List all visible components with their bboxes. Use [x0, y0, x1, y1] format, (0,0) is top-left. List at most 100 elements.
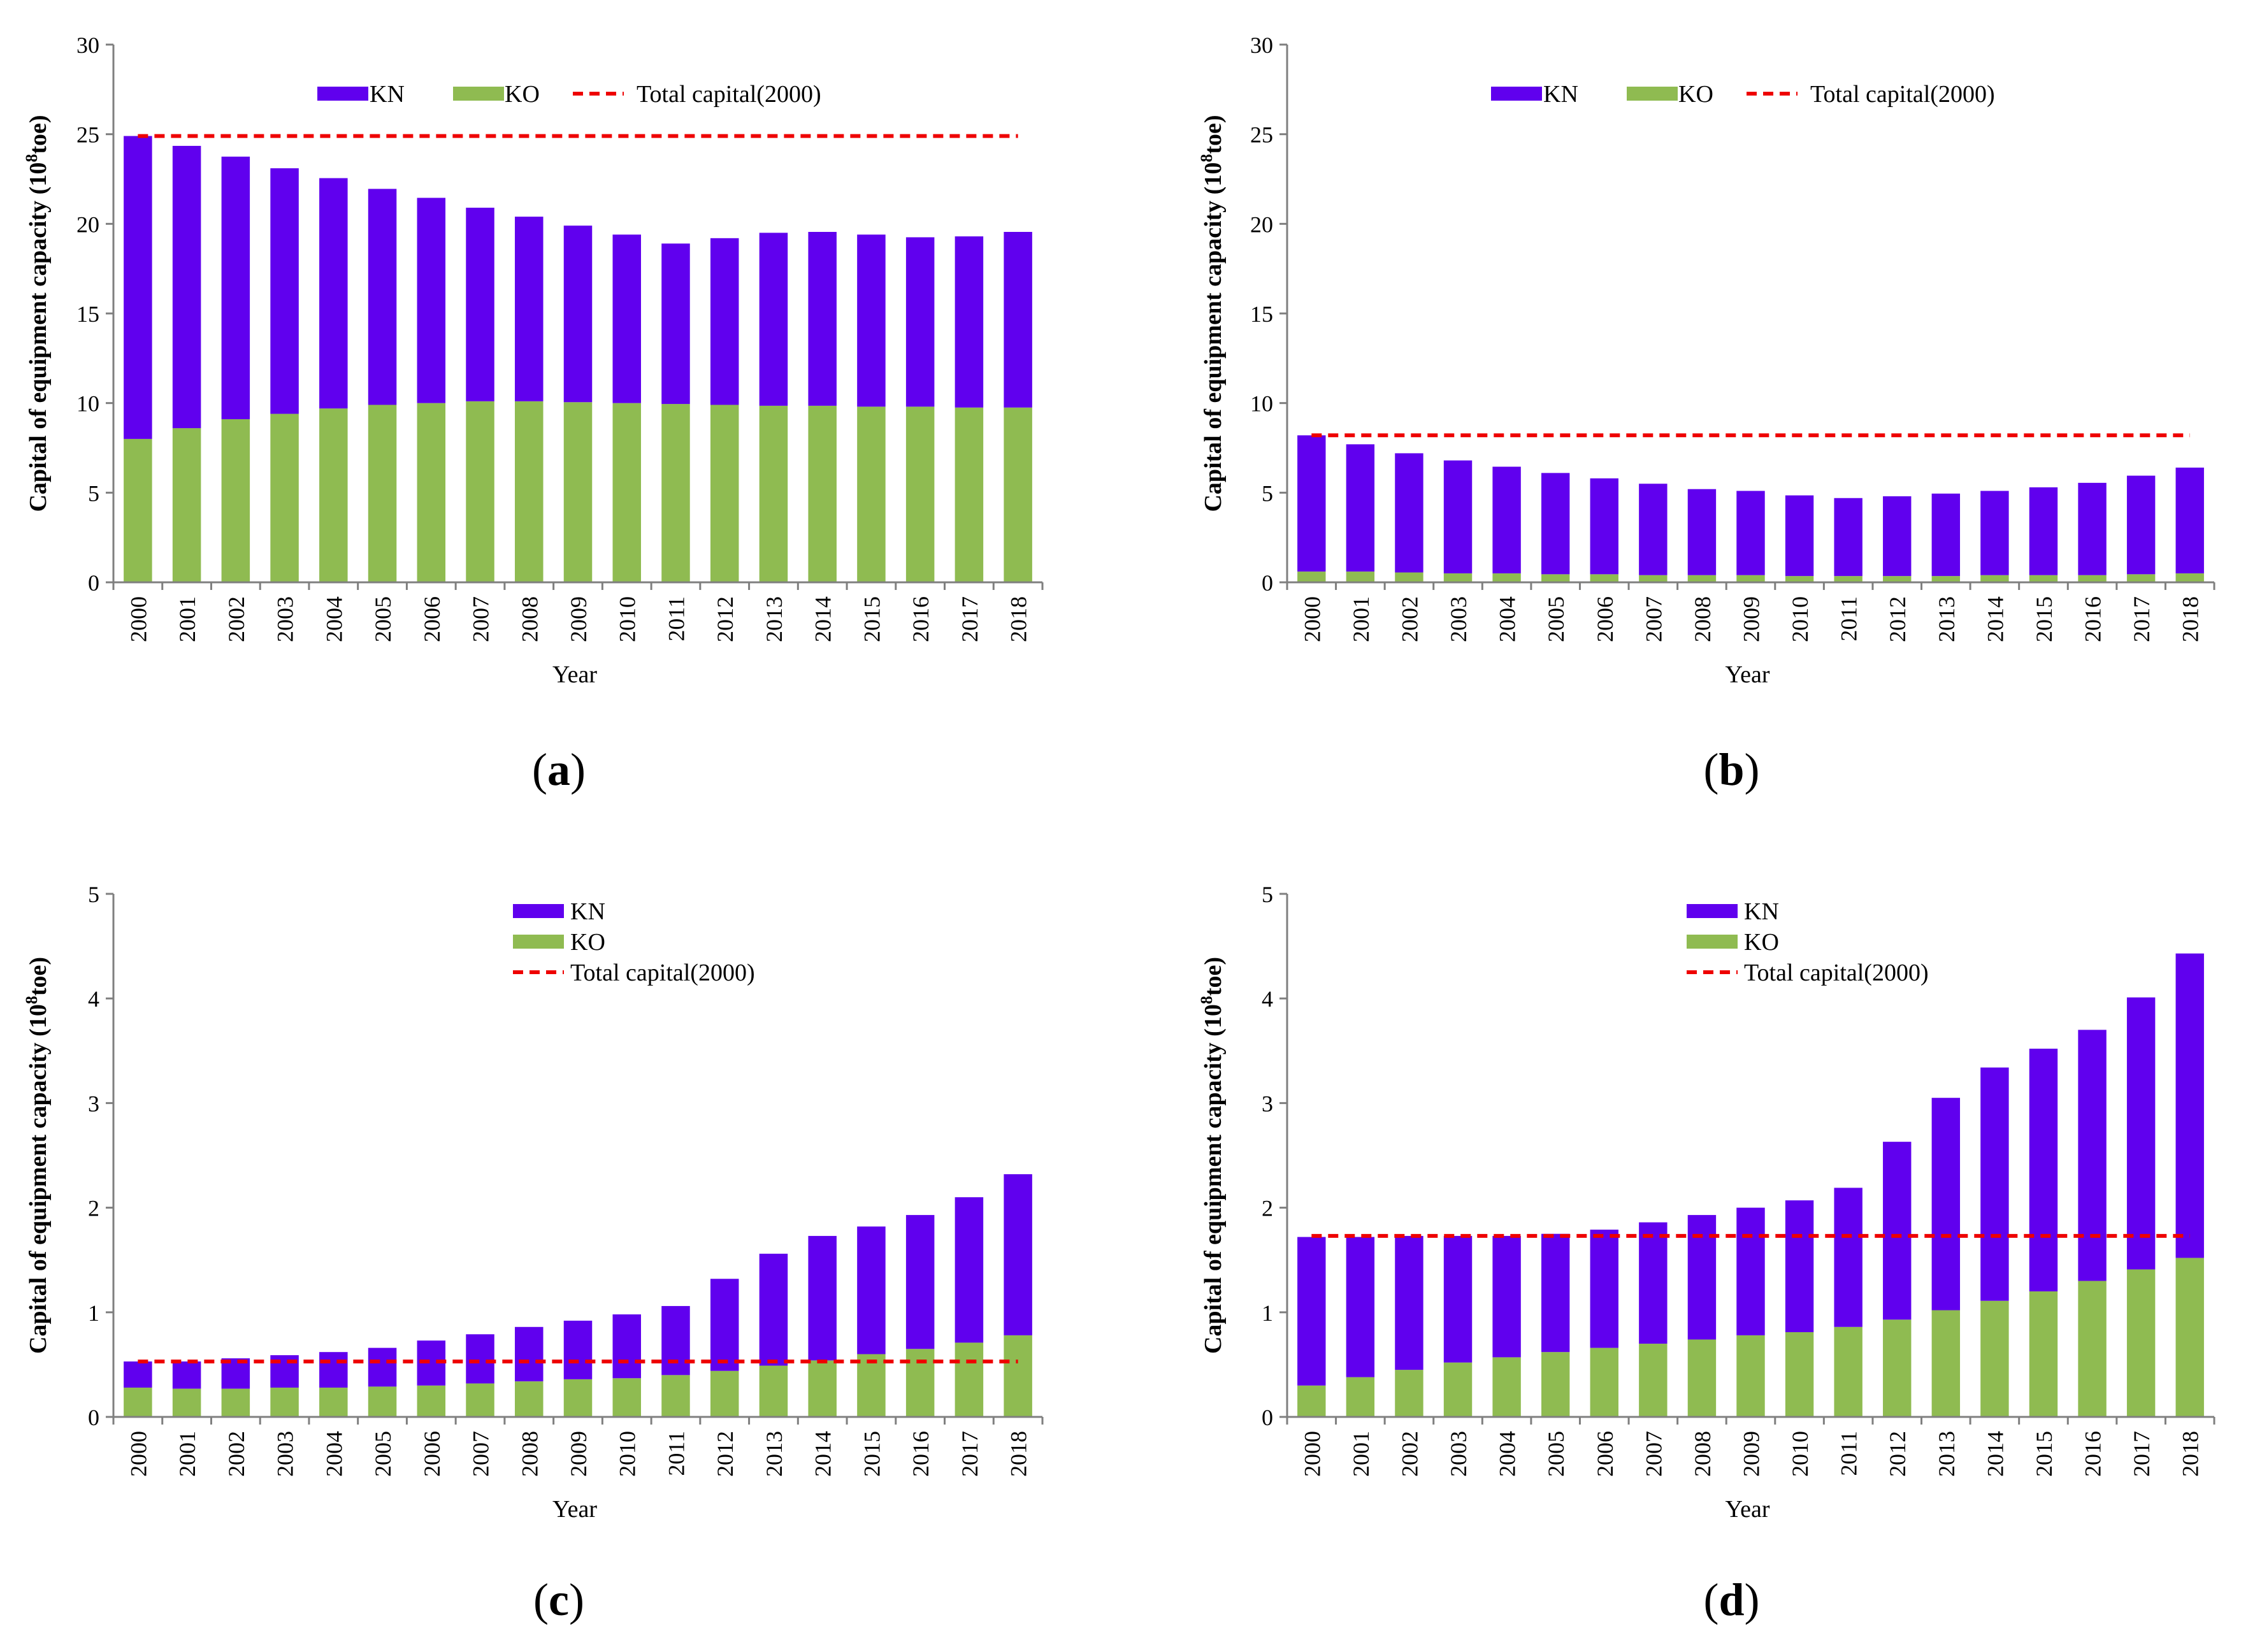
bar-ko-2013: [759, 1365, 788, 1417]
legend: KN KO Total capital(2000): [317, 81, 821, 108]
legend-label: KN: [570, 898, 605, 925]
bar-kn-2001: [172, 145, 201, 429]
panel-label-letter: b: [1718, 744, 1744, 795]
bar-kn-2008: [515, 217, 544, 401]
bar-ko-2015: [857, 406, 886, 582]
x-tick-label: 2018: [2178, 596, 2203, 642]
x-tick-label: 2016: [2080, 596, 2106, 642]
y-tick-label: 0: [88, 1405, 99, 1430]
y-axis-title-unit: toe): [1200, 957, 1227, 996]
x-tick-label: 2008: [1690, 1431, 1715, 1477]
y-tick-label: 20: [1250, 212, 1273, 237]
x-tick-label: 2000: [1299, 1431, 1325, 1477]
legend-swatch-kn: [317, 87, 368, 101]
y-axis-title-unit: toe): [1200, 115, 1227, 154]
legend-label: KO: [570, 929, 605, 956]
x-tick-label: 2018: [2178, 1431, 2203, 1477]
x-tick-label: 2013: [1934, 596, 1959, 642]
bar-kn-2006: [417, 198, 446, 403]
y-axis-title-sup: 8: [1197, 154, 1216, 162]
bar-ko-2018: [2175, 1258, 2204, 1417]
x-tick-label: 2004: [321, 596, 347, 642]
x-tick-label: 2008: [517, 1431, 542, 1477]
bar-ko-2002: [221, 1388, 250, 1417]
bar-kn-2004: [319, 178, 348, 409]
bar-kn-2000: [124, 1361, 152, 1388]
bar-ko-2013: [759, 405, 788, 582]
x-tick-label: 2011: [1836, 1431, 1862, 1476]
bar-ko-2000: [124, 438, 152, 582]
bar-kn-2009: [1736, 491, 1765, 575]
bar-ko-2016: [905, 1349, 935, 1417]
legend-swatch-kn: [513, 904, 564, 918]
x-tick-label: 2014: [1982, 596, 2008, 642]
legend-label: KN: [1543, 81, 1578, 108]
bar-ko-2018: [1004, 407, 1032, 582]
bar-kn-2014: [1980, 491, 2009, 575]
x-tick-label: 2018: [1006, 1431, 1032, 1477]
panel-label-open: (: [533, 1574, 549, 1625]
bar-ko-2007: [1639, 575, 1668, 582]
bar-kn-2008: [515, 1326, 544, 1382]
bar-kn-2004: [1492, 466, 1521, 573]
bar-ko-2003: [270, 1388, 299, 1417]
x-tick-label: 2002: [1397, 596, 1422, 642]
bar-ko-2009: [1736, 1335, 1765, 1417]
x-tick-label: 2001: [175, 596, 200, 642]
panel-label: (b): [1703, 744, 1759, 795]
bar-ko-2009: [563, 1379, 593, 1417]
bar-ko-2013: [1931, 576, 1961, 582]
chart-panel-a: 0 5 10 15 20 25 30 2000 2001 2002 2003 2004 2005 2006…: [22, 32, 1044, 795]
legend-label: KO: [505, 81, 540, 108]
bar-kn-2016: [2078, 482, 2107, 575]
x-tick-label: 2014: [811, 1431, 836, 1477]
panel-label-close: ): [569, 1574, 584, 1625]
bar-kn-2012: [1883, 496, 1912, 577]
bar-kn-2017: [2126, 997, 2156, 1270]
bar-ko-2002: [1395, 1370, 1423, 1417]
x-tick-label: 2001: [175, 1431, 200, 1477]
x-tick-label: 2015: [2031, 596, 2057, 642]
bar-ko-2011: [661, 404, 690, 582]
bar-kn-2006: [1590, 1230, 1618, 1348]
x-tick-label: 2004: [1495, 596, 1520, 642]
bar-ko-2003: [1443, 1362, 1473, 1417]
x-tick-label: 2007: [1641, 596, 1666, 642]
x-tick-label: 2000: [126, 596, 151, 642]
bar-kn-2007: [1639, 484, 1668, 575]
x-tick-label: 2017: [2129, 1431, 2154, 1477]
bar-ko-2004: [319, 1388, 348, 1417]
bar-kn-2010: [1785, 495, 1814, 577]
x-tick-label: 2003: [273, 596, 298, 642]
bar-kn-2003: [270, 168, 299, 414]
y-tick-label: 0: [1262, 570, 1273, 596]
panel-label-close: ): [1745, 744, 1760, 795]
bar-kn-2001: [1346, 1237, 1375, 1377]
x-tick-label: 2005: [370, 1431, 396, 1477]
bar-ko-2016: [2078, 575, 2107, 582]
bar-ko-2000: [1297, 1385, 1326, 1417]
x-tick-label: 2005: [370, 596, 396, 642]
x-tick-label: 2014: [1982, 1431, 2008, 1477]
bar-kn-2002: [221, 1358, 250, 1389]
panel-label-close: ): [1745, 1574, 1760, 1625]
bar-kn-2001: [172, 1361, 201, 1389]
bar-ko-2008: [515, 1381, 544, 1417]
y-tick-label: 2: [88, 1196, 99, 1221]
panel-label-open: (: [1703, 1574, 1718, 1625]
y-axis-title: Capital of equipment capacity (108toe): [22, 115, 52, 512]
legend-swatch-kn: [1687, 904, 1738, 918]
x-tick-label: 2005: [1543, 596, 1569, 642]
bar-ko-2016: [2078, 1281, 2107, 1417]
y-axis-title: Capital of equipment capacity (108toe): [1197, 115, 1227, 512]
bar-ko-2017: [955, 1342, 984, 1417]
x-tick-label: 2009: [1739, 1431, 1764, 1477]
legend: KN KO Total capital(2000): [1687, 898, 1929, 986]
panel-label-open: (: [1703, 744, 1718, 795]
bar-kn-2015: [857, 234, 886, 407]
bar-ko-2012: [1883, 576, 1912, 582]
bar-ko-2017: [2126, 574, 2156, 582]
x-tick-label: 2006: [1592, 1431, 1618, 1477]
bar-ko-2014: [1980, 575, 2009, 582]
bar-ko-2012: [710, 1370, 739, 1417]
